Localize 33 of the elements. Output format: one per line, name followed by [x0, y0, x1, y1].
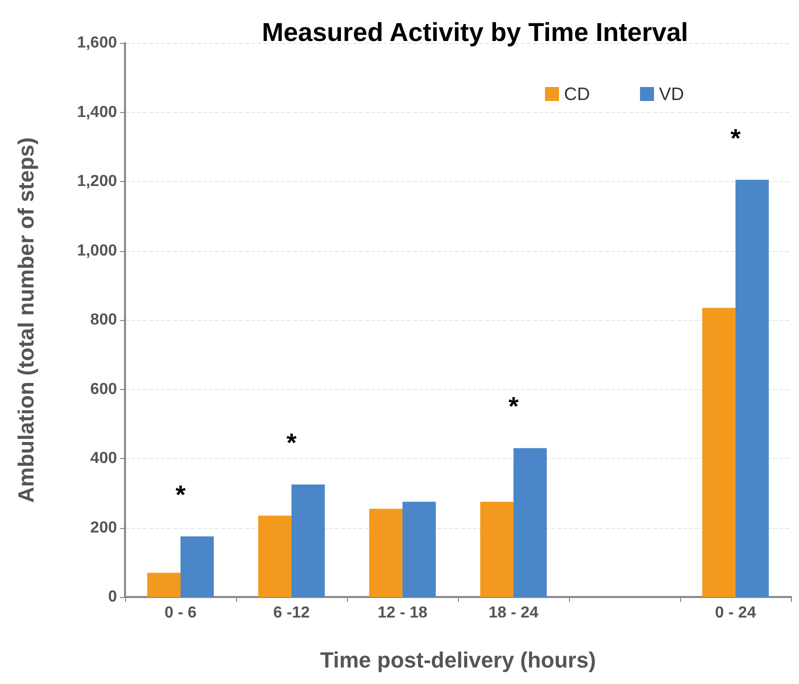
- legend-label: CD: [564, 84, 590, 104]
- annotation: *: [175, 479, 186, 510]
- y-axis-title: Ambulation (total number of steps): [14, 137, 38, 503]
- y-tick-label: 400: [90, 450, 118, 467]
- bar: [292, 484, 325, 597]
- annotation: *: [730, 122, 742, 153]
- bar: [147, 572, 180, 597]
- x-tick-label: 18 - 24: [488, 604, 539, 622]
- x-tick-label: 0 - 24: [715, 604, 756, 622]
- x-tick-label: 12 - 18: [378, 604, 428, 622]
- y-tick-label: 800: [90, 312, 118, 328]
- bar: [736, 180, 769, 597]
- bar: [480, 502, 514, 597]
- x-axis-title: Time post-delivery (hours): [320, 648, 596, 672]
- annotation: *: [286, 427, 298, 458]
- x-tick-label: 6 -12: [273, 604, 310, 622]
- y-tick-label: 0: [108, 588, 118, 606]
- bar: [402, 502, 436, 597]
- bar: [258, 516, 292, 597]
- bar: [702, 308, 736, 597]
- x-tick-label: 0 - 6: [164, 604, 197, 622]
- y-tick-label: 1,200: [76, 173, 118, 190]
- bar: [514, 448, 547, 597]
- y-tick-label: 1,000: [76, 242, 118, 260]
- y-tick-label: 600: [90, 380, 118, 398]
- bar: [369, 508, 402, 597]
- annotation: *: [508, 391, 520, 422]
- y-tick-label: 1,400: [76, 104, 118, 121]
- legend-label: VD: [658, 84, 684, 104]
- chart-title: Measured Activity by Time Interval: [262, 17, 688, 47]
- y-tick-label: 1,600: [76, 34, 118, 52]
- y-tick-label: 200: [90, 519, 118, 536]
- bar: [180, 536, 214, 597]
